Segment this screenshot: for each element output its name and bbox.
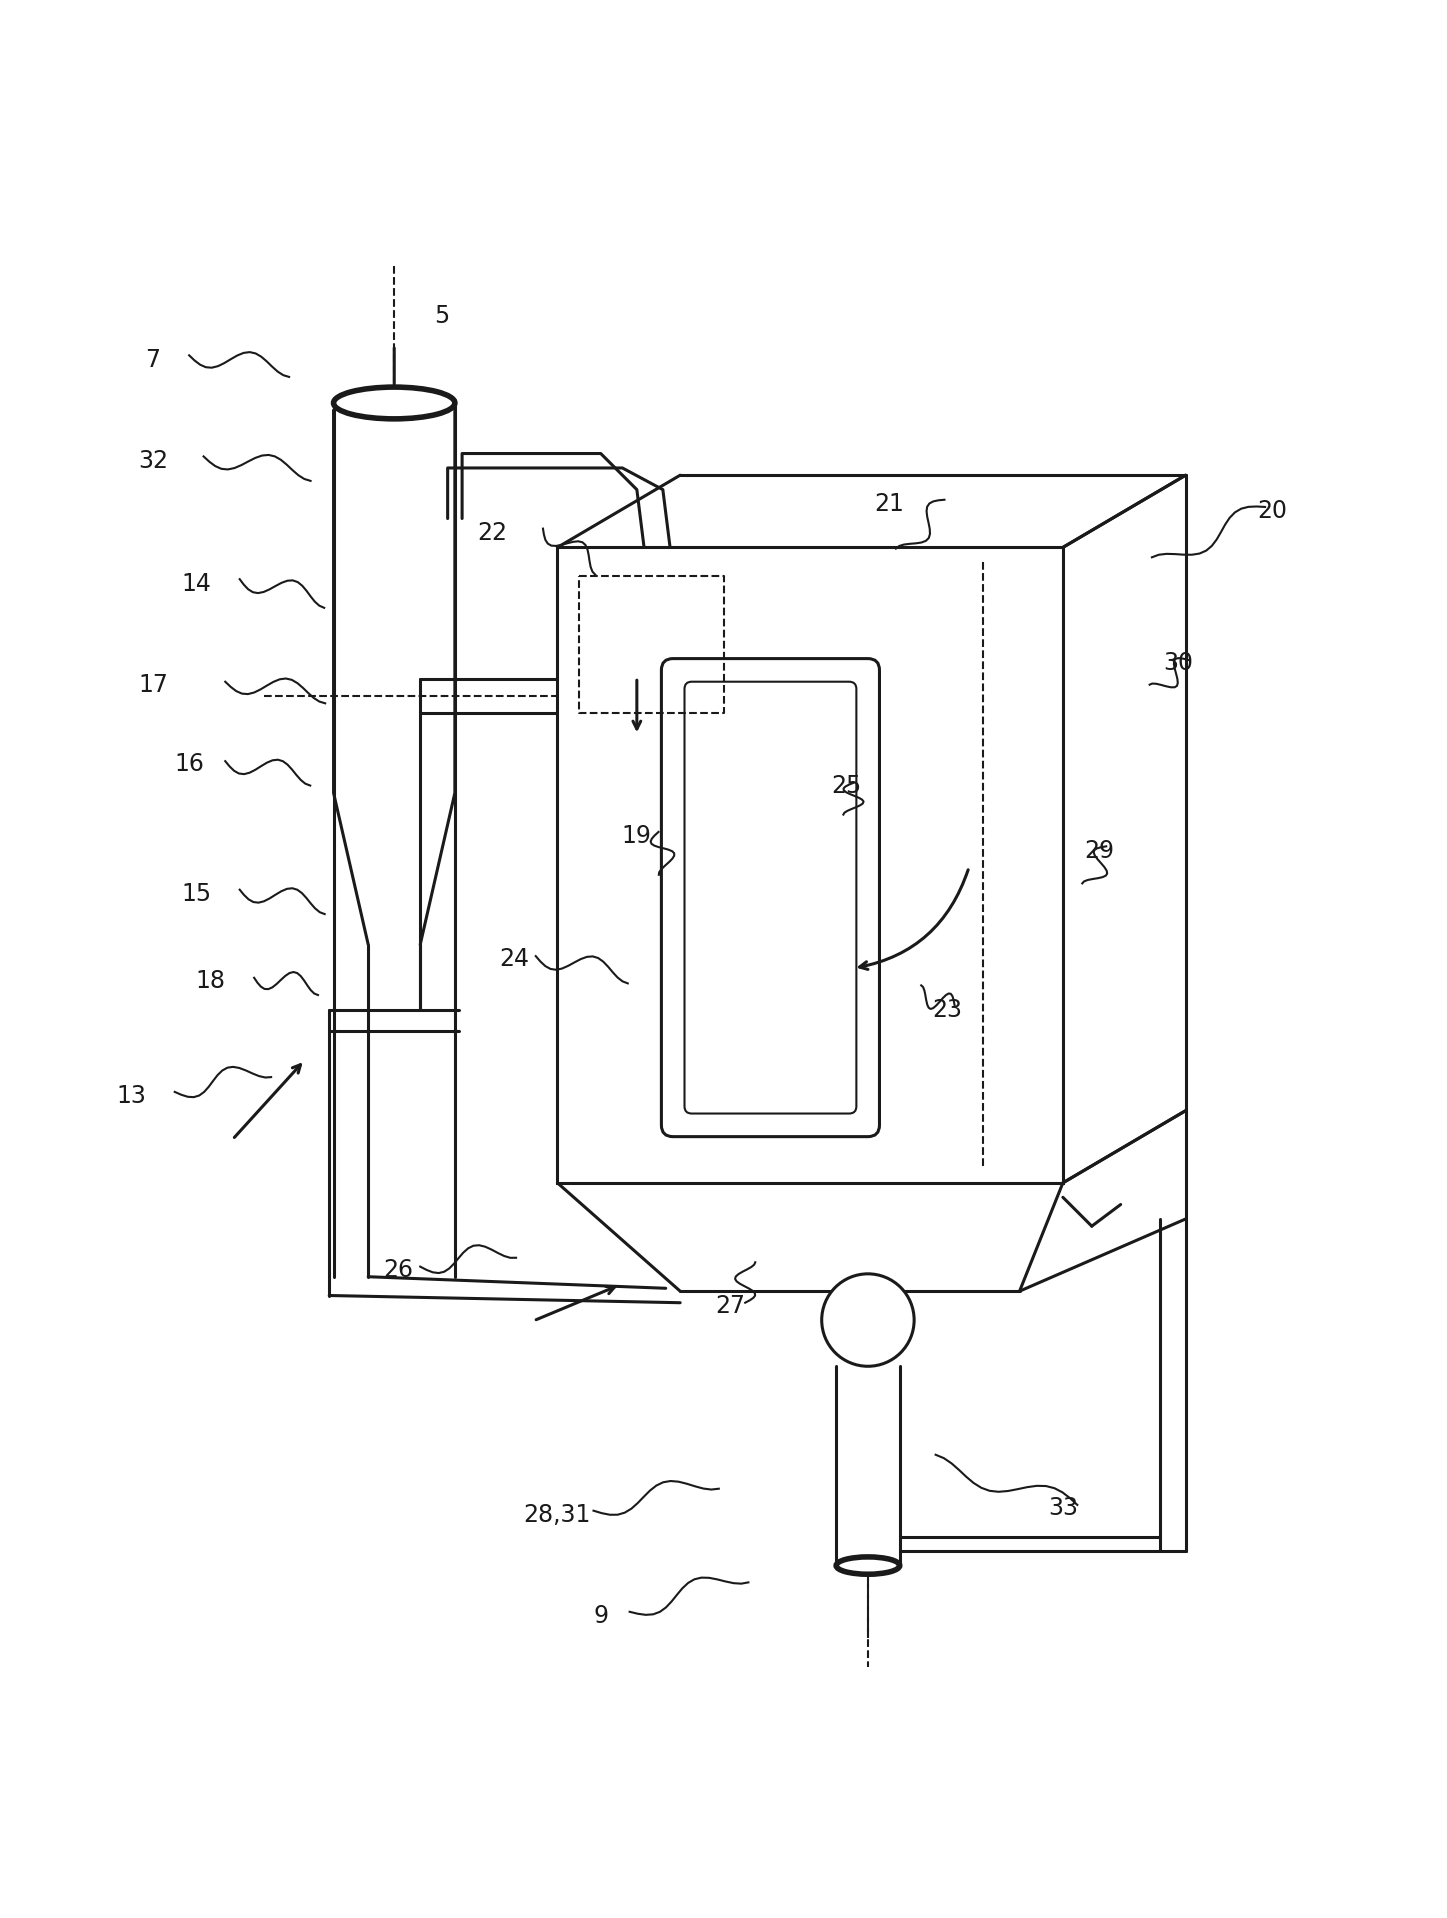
Text: 27: 27 xyxy=(716,1293,745,1318)
Text: 30: 30 xyxy=(1163,650,1194,675)
Text: 32: 32 xyxy=(137,449,168,472)
Text: 23: 23 xyxy=(932,997,962,1022)
Text: 29: 29 xyxy=(1084,838,1114,863)
Ellipse shape xyxy=(836,1557,900,1575)
Text: 24: 24 xyxy=(499,947,530,971)
Text: 18: 18 xyxy=(195,969,226,994)
Text: 14: 14 xyxy=(181,572,211,595)
Text: 20: 20 xyxy=(1257,499,1288,524)
Text: 25: 25 xyxy=(831,773,861,798)
Text: 17: 17 xyxy=(137,673,168,696)
Text: 26: 26 xyxy=(383,1258,414,1281)
Text: 9: 9 xyxy=(593,1603,608,1628)
Ellipse shape xyxy=(334,387,454,418)
Text: 19: 19 xyxy=(622,825,651,848)
Text: 21: 21 xyxy=(874,493,904,516)
Bar xyxy=(557,547,1064,1183)
Circle shape xyxy=(822,1274,915,1366)
FancyBboxPatch shape xyxy=(684,681,857,1114)
Text: 28,31: 28,31 xyxy=(524,1504,592,1527)
Text: 13: 13 xyxy=(116,1084,146,1109)
Text: 33: 33 xyxy=(1048,1496,1078,1519)
Text: 15: 15 xyxy=(181,882,211,905)
Text: 7: 7 xyxy=(146,347,161,372)
FancyBboxPatch shape xyxy=(661,658,880,1137)
Text: 16: 16 xyxy=(174,752,204,777)
Text: 22: 22 xyxy=(478,522,508,545)
Text: 5: 5 xyxy=(434,305,450,328)
